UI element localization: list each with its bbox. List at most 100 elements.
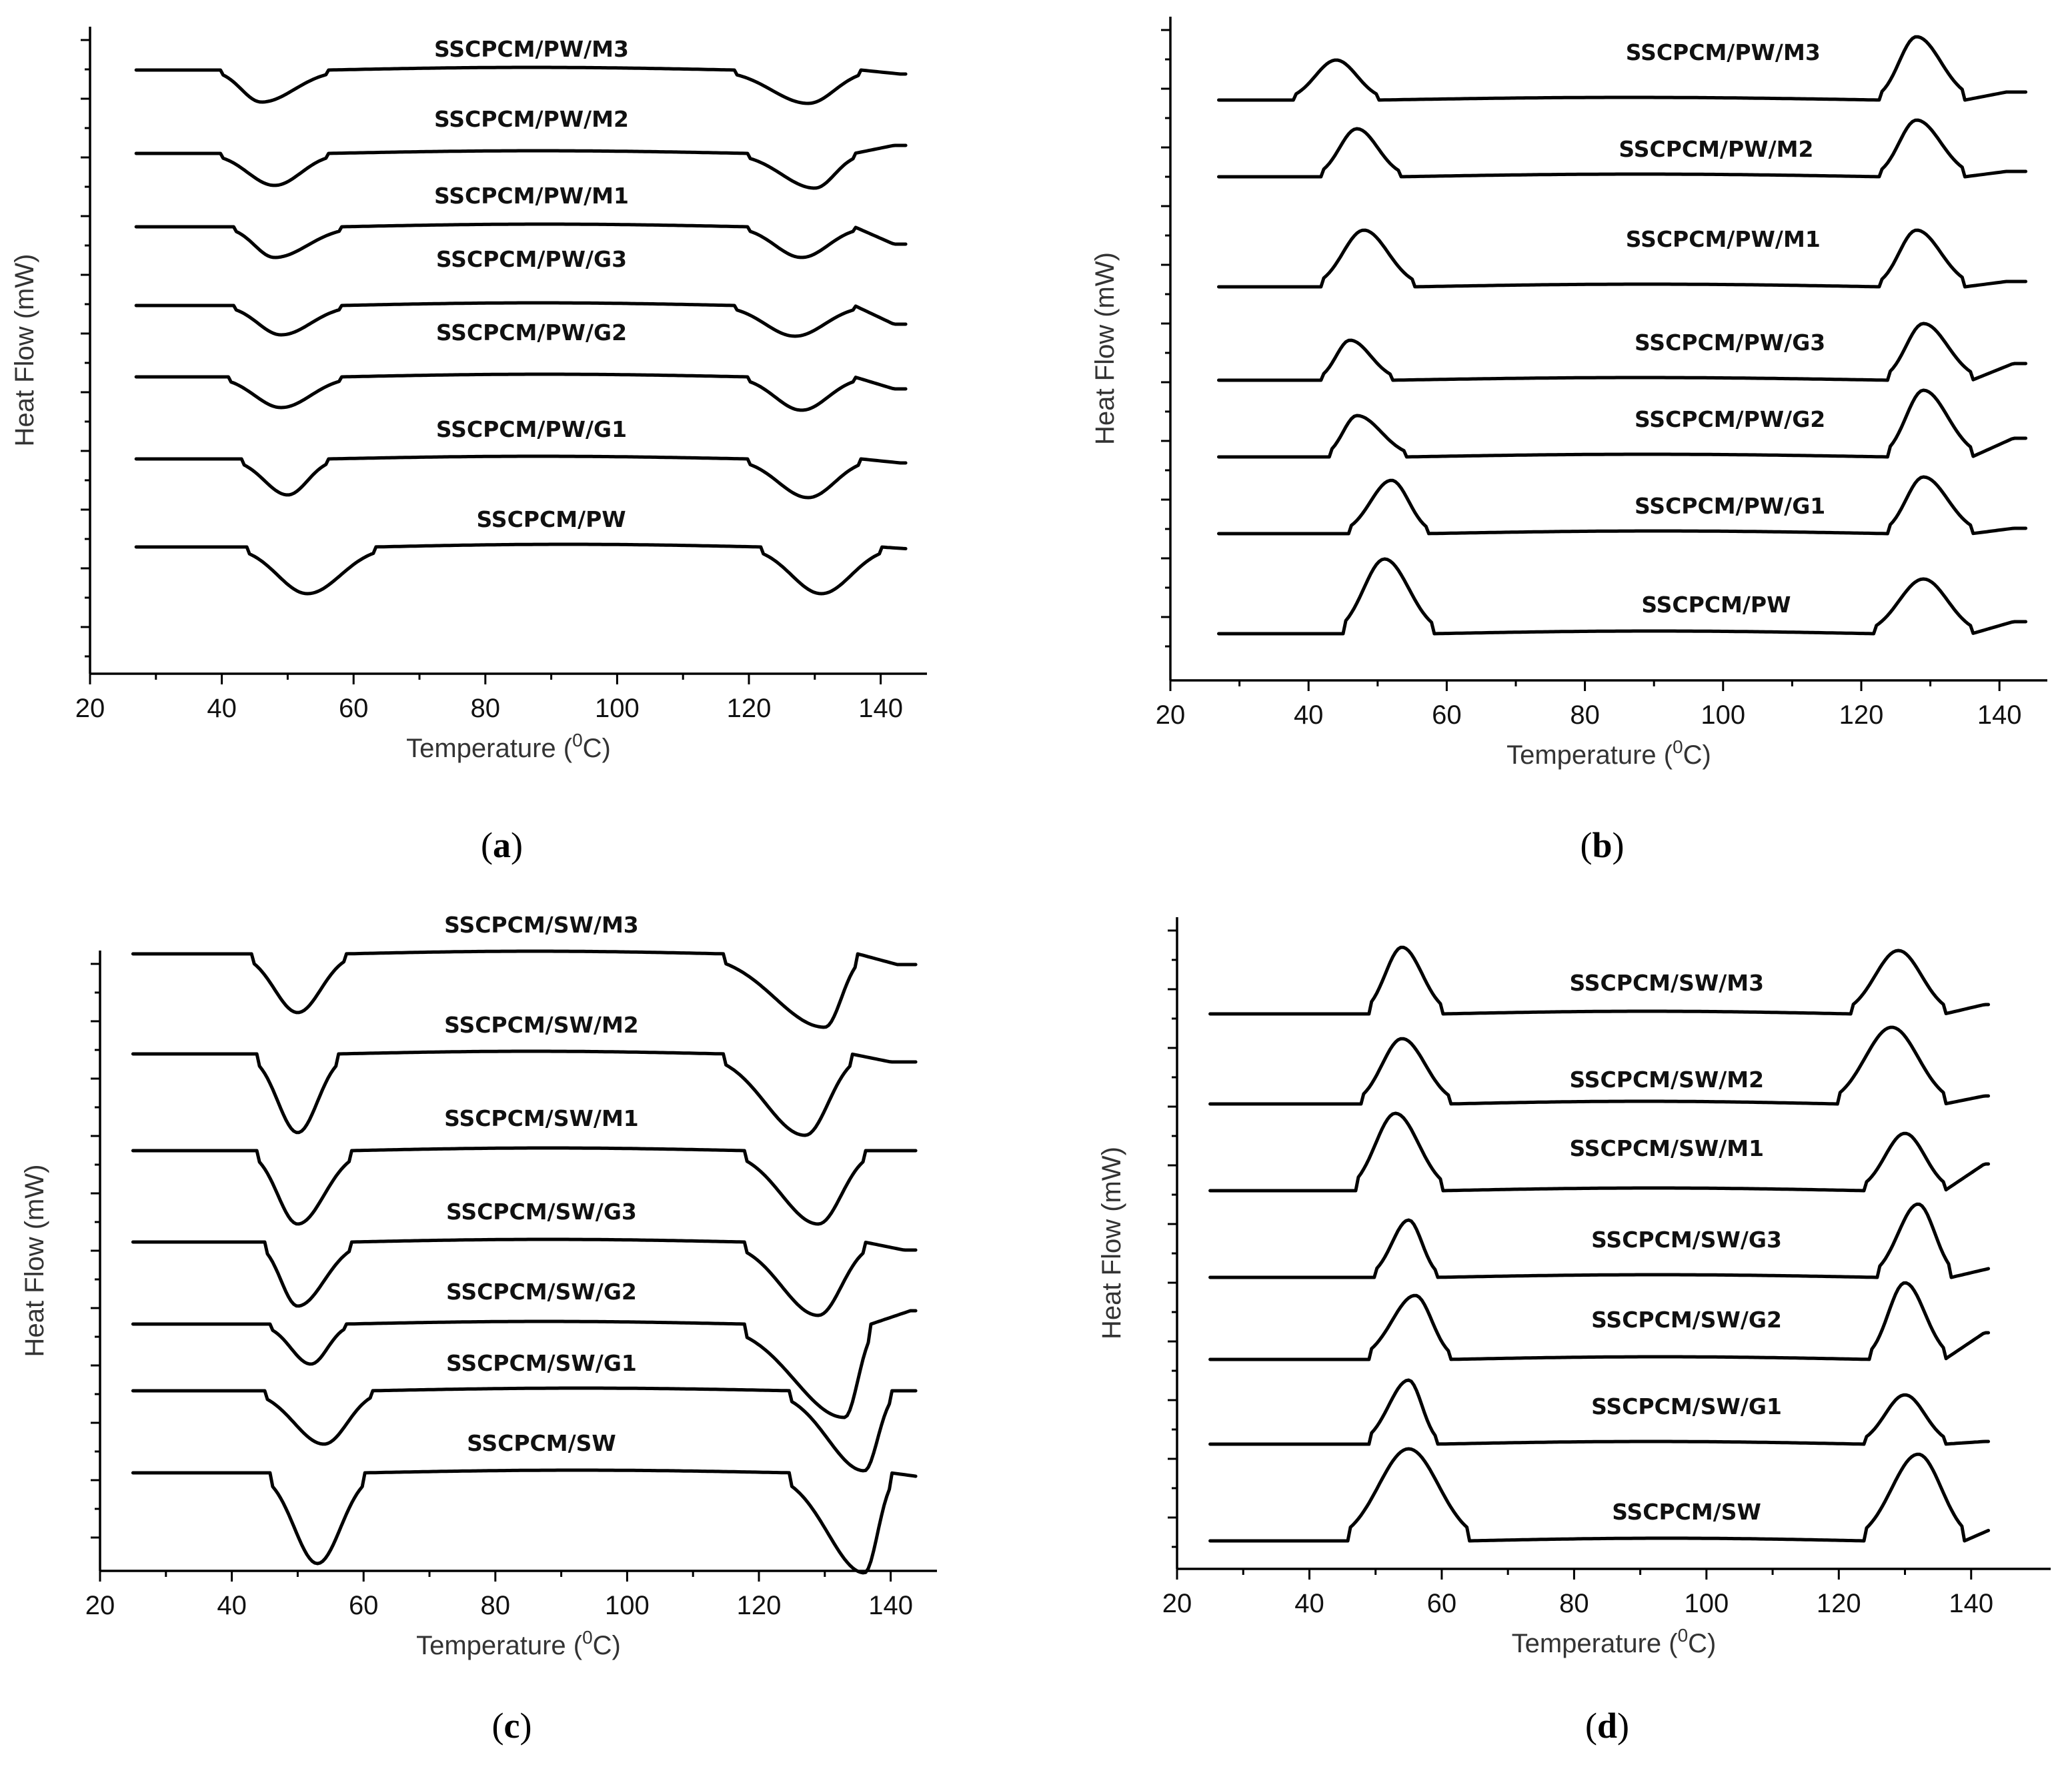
y-axis-title: Heat Flow (mW)	[10, 254, 39, 447]
series-label: SSCPCM/PW/M3	[1626, 39, 1821, 65]
x-axis-title: Temperature (0C)	[1506, 736, 1711, 770]
x-axis-title: Temperature (0C)	[416, 1627, 621, 1660]
x-tick-label: 100	[1701, 700, 1745, 730]
x-tick-label: 80	[1570, 700, 1600, 730]
series-label: SSCPCM/PW/M2	[1619, 136, 1813, 162]
y-axis-title: Heat Flow (mW)	[1097, 1147, 1126, 1339]
series-curve-sscpcm-sw	[1208, 1447, 1991, 1543]
y-axis-title: Heat Flow (mW)	[1090, 252, 1120, 445]
series-curve-sscpcm-pw-g1	[1217, 475, 2028, 536]
series-label: SSCPCM/PW/M1	[434, 183, 629, 209]
series-label: SSCPCM/PW/G1	[436, 416, 627, 442]
x-tick-label: 120	[737, 1591, 782, 1620]
series-label: SSCPCM/SW	[467, 1430, 616, 1456]
x-tick-label: 100	[605, 1591, 650, 1620]
x-tick-label: 60	[349, 1591, 379, 1620]
series-curve-sscpcm-sw-m3	[131, 949, 918, 1029]
x-tick-label: 120	[727, 694, 772, 723]
x-tick-label: 120	[1817, 1589, 1861, 1618]
x-tick-label: 40	[1294, 700, 1324, 730]
panel-label: (d)	[1585, 1706, 1629, 1746]
x-tick-label: 40	[207, 694, 237, 723]
series-curve-sscpcm-pw-g3	[1217, 322, 2028, 382]
series-curve-sscpcm-pw-g2	[1217, 388, 2028, 459]
series-label: SSCPCM/PW/G2	[436, 320, 627, 346]
series-curve-sscpcm-sw-m3	[1208, 945, 1991, 1016]
series-curve-sscpcm-sw-g3	[131, 1237, 918, 1317]
series-label: SSCPCM/SW	[1612, 1499, 1761, 1525]
series-label: SSCPCM/PW	[477, 506, 626, 532]
series-label: SSCPCM/SW/G1	[446, 1350, 637, 1376]
series-curve-sscpcm-sw-g1	[1208, 1378, 1991, 1446]
series-curve-sscpcm-sw-m2	[131, 1049, 918, 1137]
x-tick-label: 20	[1162, 1589, 1192, 1618]
series-curve-sscpcm-sw	[131, 1468, 918, 1575]
series-label: SSCPCM/SW/M2	[444, 1012, 639, 1038]
y-axis-title: Heat Flow (mW)	[20, 1165, 49, 1357]
series-curve-sscpcm-pw-m2	[134, 143, 908, 190]
series-curve-sscpcm-sw-m1	[131, 1146, 918, 1226]
series-curve-sscpcm-pw-g3	[134, 301, 908, 338]
series-label: SSCPCM/PW/G3	[1635, 330, 1825, 356]
series-label: SSCPCM/SW/G2	[446, 1279, 637, 1305]
series-curve-sscpcm-sw-g1	[131, 1386, 918, 1473]
panel-label: (b)	[1580, 825, 1624, 865]
series-label: SSCPCM/PW/G1	[1635, 493, 1825, 519]
x-tick-label: 20	[1156, 700, 1186, 730]
series-label: SSCPCM/SW/G3	[1591, 1227, 1782, 1253]
series-curve-sscpcm-pw-m1	[134, 222, 908, 259]
series-curve-sscpcm-pw-m3	[134, 65, 908, 105]
series-label: SSCPCM/PW/M3	[434, 36, 629, 62]
panel-d: 20 40 60 80 100 120 140 Temperature (0C) Heat Fl…	[1097, 917, 2051, 1746]
series-label: SSCPCM/PW/G2	[1635, 406, 1825, 432]
series-label: SSCPCM/SW/M1	[444, 1105, 639, 1131]
series-curve-sscpcm-pw-m1	[1217, 228, 2028, 289]
series-curve-sscpcm-sw-m2	[1208, 1025, 1991, 1106]
series-label: SSCPCM/PW/G3	[436, 246, 627, 272]
x-tick-label: 140	[868, 1591, 913, 1620]
x-tick-label: 100	[1684, 1589, 1729, 1618]
series-label: SSCPCM/SW/G3	[446, 1199, 637, 1225]
series-curve-sscpcm-sw-m1	[1208, 1111, 1991, 1193]
panel-c: 20 40 60 80 100 120 140 Temperature (0C) Heat Fl…	[20, 912, 937, 1746]
panel-a: 20 40 60 80 100 120 140 Temperature (0C) Heat Fl…	[10, 27, 927, 865]
x-tick-label: 80	[481, 1591, 511, 1620]
series-curve-sscpcm-pw-m2	[1217, 118, 2028, 179]
x-tick-label: 40	[1294, 1589, 1324, 1618]
x-tick-label: 60	[1432, 700, 1462, 730]
x-tick-label: 140	[858, 694, 903, 723]
series-curve-sscpcm-pw-m3	[1217, 35, 2028, 102]
series-label: SSCPCM/SW/M3	[1570, 970, 1765, 996]
x-tick-label: 20	[85, 1591, 115, 1620]
series-label: SSCPCM/SW/M3	[444, 912, 639, 938]
series-curve-sscpcm-pw	[134, 542, 908, 596]
x-tick-label: 40	[217, 1591, 247, 1620]
x-tick-label: 100	[595, 694, 640, 723]
x-axis-title: Temperature (0C)	[406, 730, 611, 763]
x-tick-label: 80	[1559, 1589, 1589, 1618]
series-curve-sscpcm-pw-g1	[134, 454, 908, 500]
panel-label: (a)	[481, 825, 523, 865]
series-label: SSCPCM/PW/M2	[434, 106, 629, 132]
series-curve-sscpcm-pw-g2	[134, 372, 908, 412]
x-tick-label: 20	[75, 694, 105, 723]
x-tick-label: 140	[1977, 700, 2022, 730]
x-tick-label: 60	[339, 694, 369, 723]
series-label: SSCPCM/PW/M1	[1626, 226, 1821, 252]
x-tick-label: 60	[1427, 1589, 1457, 1618]
series-curve-sscpcm-sw-g2	[131, 1309, 918, 1419]
x-axis-title: Temperature (0C)	[1512, 1625, 1717, 1658]
panel-label: (c)	[492, 1706, 532, 1746]
series-curve-sscpcm-pw	[1217, 557, 2028, 636]
series-label: SSCPCM/SW/M2	[1570, 1067, 1765, 1093]
x-tick-label: 140	[1949, 1589, 1993, 1618]
series-label: SSCPCM/SW/G1	[1591, 1393, 1782, 1419]
series-curve-sscpcm-sw-g2	[1208, 1281, 1991, 1361]
x-tick-label: 120	[1839, 700, 1884, 730]
series-curve-sscpcm-sw-g3	[1208, 1202, 1991, 1279]
series-label: SSCPCM/PW	[1641, 592, 1791, 618]
panel-b: 20 40 60 80 100 120 140 Temperature (0C) Heat Fl…	[1090, 17, 2047, 865]
series-label: SSCPCM/SW/G2	[1591, 1307, 1782, 1333]
x-tick-label: 80	[471, 694, 501, 723]
